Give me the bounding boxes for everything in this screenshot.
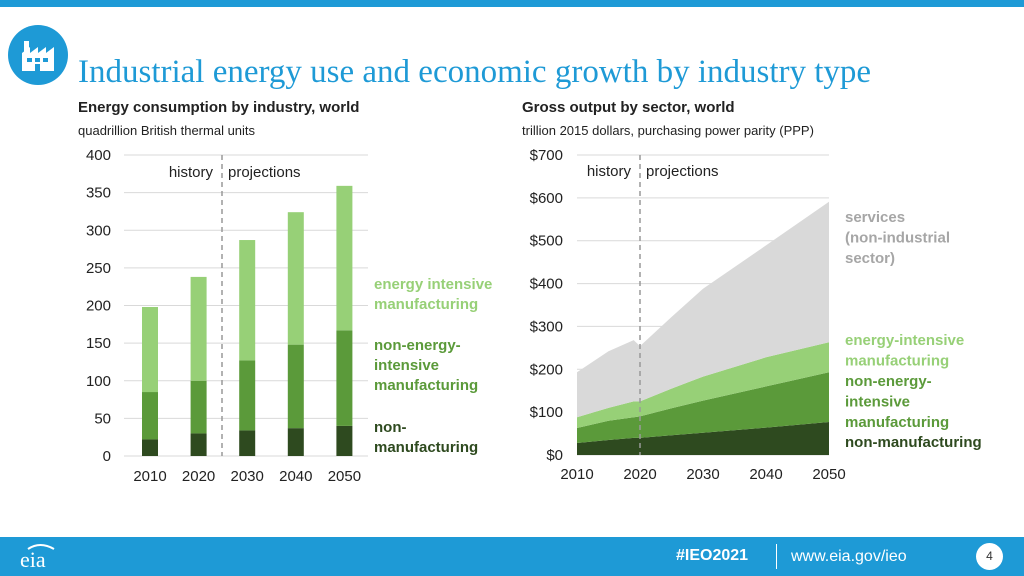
x-tick-label: 2050 bbox=[812, 466, 845, 483]
legend-services: services (non-industrial sector) bbox=[845, 209, 954, 267]
bar-segment-1 bbox=[190, 433, 207, 456]
legend-non-manufacturing-2: non-manufacturing bbox=[845, 434, 982, 451]
bar-segment-1 bbox=[336, 425, 353, 456]
bar-segment-3 bbox=[287, 212, 304, 345]
x-tick-label: 2050 bbox=[328, 468, 361, 485]
eia-logo-text: eia bbox=[20, 547, 46, 572]
y-tick-label: 100 bbox=[86, 373, 111, 390]
y-tick-label: $100 bbox=[530, 404, 563, 421]
y-tick-label: 0 bbox=[103, 448, 111, 465]
bar-segment-2 bbox=[190, 380, 207, 434]
y-tick-label: 350 bbox=[86, 185, 111, 202]
history-label: history bbox=[169, 164, 214, 181]
y-tick-label: 250 bbox=[86, 260, 111, 277]
y-tick-label: 50 bbox=[94, 410, 111, 427]
area-series-3 bbox=[577, 342, 829, 428]
y-tick-label: 200 bbox=[86, 298, 111, 315]
y-tick-label: 400 bbox=[86, 147, 111, 164]
legend-non-energy-intensive-2: non-energy- intensive manufacturing bbox=[845, 373, 949, 431]
eia-logo: eia bbox=[20, 544, 55, 572]
projections-label: projections bbox=[228, 164, 301, 181]
y-tick-label: $400 bbox=[530, 276, 563, 293]
hashtag: #IEO2021 bbox=[676, 547, 749, 564]
y-tick-label: $0 bbox=[546, 447, 563, 464]
x-tick-label: 2040 bbox=[279, 468, 312, 485]
legend-energy-intensive-2: energy-intensive manufacturing bbox=[845, 332, 968, 370]
bar-segment-3 bbox=[239, 240, 256, 361]
y-tick-label: $600 bbox=[530, 190, 563, 207]
legend-non-manufacturing: non- manufacturing bbox=[374, 419, 478, 456]
energy-consumption-chart: 0 50 100 150 200 250 300 350 400 2010 2020 2030 204… bbox=[86, 147, 497, 485]
factory-icon bbox=[8, 25, 68, 85]
y-tick-label: 150 bbox=[86, 335, 111, 352]
bar-segment-2 bbox=[142, 392, 158, 440]
chart1-title: Energy consumption by industry, world bbox=[78, 99, 360, 116]
chart2-title: Gross output by sector, world bbox=[522, 99, 735, 116]
x-tick-label: 2020 bbox=[182, 468, 215, 485]
y-tick-label: $300 bbox=[530, 318, 563, 335]
footer-divider bbox=[776, 544, 777, 569]
y-tick-label: $200 bbox=[530, 361, 563, 378]
bar-segment-3 bbox=[142, 307, 158, 393]
legend-non-energy-intensive: non-energy- intensive manufacturing bbox=[374, 337, 478, 394]
footer-bar: eia #IEO2021 www.eia.gov/ieo bbox=[0, 537, 1024, 576]
bar-segment-1 bbox=[287, 428, 304, 456]
bar-segment-3 bbox=[190, 276, 207, 381]
bar-segment-2 bbox=[336, 330, 353, 426]
bar-segment-1 bbox=[142, 439, 158, 456]
bar-segment-2 bbox=[239, 360, 256, 431]
chart2-subtitle: trillion 2015 dollars, purchasing power … bbox=[522, 123, 814, 138]
bar-segment-2 bbox=[287, 344, 304, 429]
website-link[interactable]: www.eia.gov/ieo bbox=[791, 548, 907, 565]
y-tick-label: 300 bbox=[86, 222, 111, 239]
bar-segment-1 bbox=[239, 430, 256, 456]
top-accent-bar bbox=[0, 0, 1024, 7]
y-tick-label: $700 bbox=[530, 147, 563, 164]
history-label-2: history bbox=[587, 163, 632, 180]
x-tick-label: 2040 bbox=[749, 466, 782, 483]
chart1-subtitle: quadrillion British thermal units bbox=[78, 123, 256, 138]
y-tick-label: $500 bbox=[530, 233, 563, 250]
legend-energy-intensive: energy intensive manufacturing bbox=[374, 276, 497, 313]
page-title: Industrial energy use and economic growt… bbox=[78, 54, 872, 90]
x-tick-label: 2010 bbox=[560, 466, 593, 483]
page-number: 4 bbox=[976, 543, 1003, 570]
gross-output-chart: $0 $100 $200 $300 $400 $500 $600 $700 2010 2020 2… bbox=[530, 147, 982, 483]
x-tick-label: 2030 bbox=[231, 468, 264, 485]
projections-label-2: projections bbox=[646, 163, 719, 180]
x-tick-label: 2010 bbox=[133, 468, 166, 485]
bar-segment-3 bbox=[336, 185, 353, 331]
x-tick-label: 2020 bbox=[623, 466, 656, 483]
x-tick-label: 2030 bbox=[686, 466, 719, 483]
